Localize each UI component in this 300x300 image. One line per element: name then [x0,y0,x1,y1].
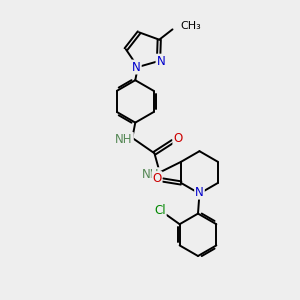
Text: N: N [157,55,165,68]
Text: NH: NH [115,133,133,146]
Text: Cl: Cl [154,204,166,217]
Text: NH: NH [142,168,160,181]
Text: O: O [173,132,183,145]
Text: N: N [195,186,204,199]
Text: O: O [152,172,162,185]
Text: N: N [132,61,141,74]
Text: CH₃: CH₃ [181,21,202,31]
